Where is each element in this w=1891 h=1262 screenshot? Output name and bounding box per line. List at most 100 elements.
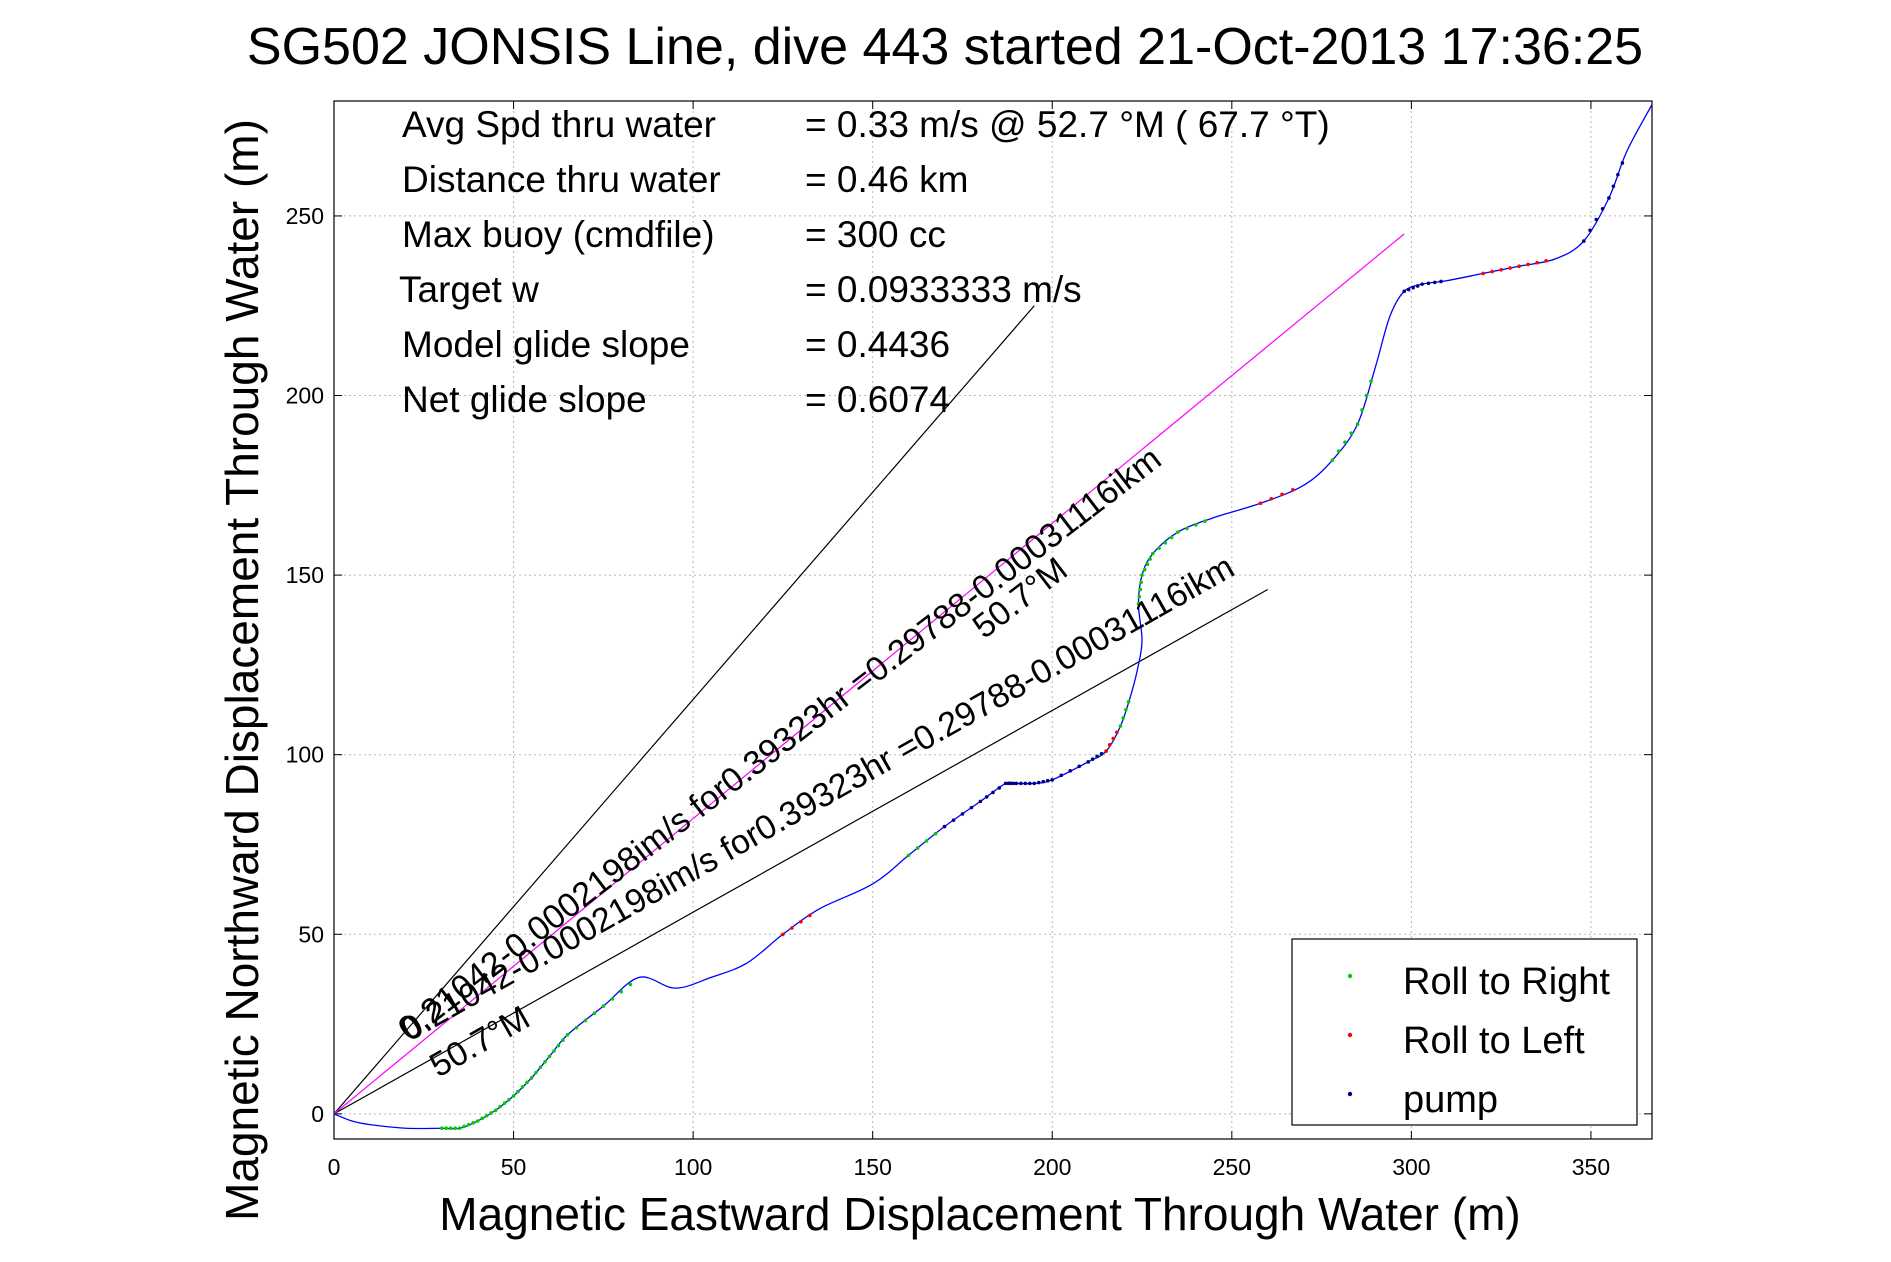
pump-marker bbox=[1019, 781, 1023, 786]
pump-marker bbox=[1009, 781, 1013, 786]
roll-right-marker bbox=[592, 1011, 597, 1016]
axis-ticks: 0 50 100 150 200 250 300 350 0 50 100 150 200 250 bbox=[286, 101, 1652, 1180]
roll-right-marker bbox=[498, 1104, 502, 1109]
pump-marker bbox=[1050, 778, 1055, 782]
pump-marker bbox=[1028, 781, 1032, 786]
y-tick-label: 200 bbox=[286, 383, 324, 409]
pump-marker bbox=[1006, 781, 1011, 786]
pump-marker bbox=[1090, 757, 1095, 761]
roll-right-marker bbox=[538, 1065, 543, 1069]
roll-right-marker bbox=[462, 1124, 466, 1129]
roll-right-marker bbox=[628, 982, 633, 987]
pump-marker bbox=[1426, 281, 1431, 286]
roll-right-marker bbox=[601, 1004, 606, 1008]
roll-right-marker bbox=[915, 846, 920, 850]
roll-right-marker bbox=[507, 1097, 511, 1102]
pump-marker bbox=[997, 786, 1002, 790]
pump-marker bbox=[969, 805, 974, 810]
roll-right-marker bbox=[1137, 594, 1142, 599]
pump-marker bbox=[1439, 279, 1443, 284]
roll-right-marker bbox=[1355, 422, 1360, 427]
roll-right-marker bbox=[489, 1111, 493, 1115]
roll-left-marker bbox=[1499, 268, 1503, 272]
roll-right-marker bbox=[502, 1101, 507, 1105]
roll-right-marker bbox=[1169, 535, 1174, 540]
legend: Roll to Right Roll to Left pump bbox=[1291, 938, 1638, 1126]
pump-marker bbox=[1432, 280, 1437, 285]
pump-marker bbox=[1411, 285, 1415, 290]
roll-right-marker bbox=[552, 1049, 556, 1053]
roll-right-marker bbox=[610, 997, 615, 1001]
roll-right-marker bbox=[1118, 724, 1123, 728]
y-axis-label: Magnetic Northward Displacement Through … bbox=[216, 119, 268, 1221]
pump-marker bbox=[1077, 764, 1081, 769]
roll-right-marker bbox=[480, 1116, 484, 1121]
reference-line bbox=[333, 588, 1269, 1115]
roll-left-marker bbox=[1280, 492, 1284, 497]
pump-marker bbox=[1406, 287, 1411, 292]
pump-marker bbox=[1420, 282, 1424, 286]
roll-right-marker bbox=[1194, 523, 1198, 527]
roll-right-marker bbox=[1136, 602, 1141, 606]
annotations: 0.21042-0.0002198im/s for0.39323hr =0.29… bbox=[391, 440, 1240, 1085]
legend-marker bbox=[1347, 1091, 1353, 1097]
info-label: Distance thru water bbox=[402, 159, 721, 200]
pump-marker bbox=[1011, 781, 1016, 786]
pump-marker bbox=[991, 790, 995, 795]
roll-right-marker bbox=[525, 1080, 529, 1085]
roll-left-marker bbox=[1115, 730, 1119, 735]
legend-label: Roll to Left bbox=[1403, 1020, 1585, 1062]
roll-left-marker bbox=[1269, 496, 1274, 501]
roll-left-marker bbox=[1526, 262, 1530, 267]
info-label: Avg Spd thru water bbox=[402, 104, 716, 145]
x-tick-label: 250 bbox=[1213, 1154, 1251, 1180]
roll-left-marker bbox=[808, 913, 812, 918]
roll-right-marker bbox=[444, 1126, 449, 1131]
pump-marker bbox=[1620, 161, 1625, 165]
info-value: = 0.33 m/s @ 52.7 °M ( 67.7 °T) bbox=[805, 104, 1330, 145]
x-tick-label: 150 bbox=[854, 1154, 892, 1180]
pump-marker bbox=[960, 812, 965, 816]
roll-right-marker bbox=[547, 1054, 552, 1059]
roll-right-marker bbox=[1121, 716, 1125, 720]
roll-right-marker bbox=[1343, 440, 1347, 445]
pump-marker bbox=[1023, 781, 1028, 786]
track-markers bbox=[439, 161, 1625, 1131]
roll-right-marker bbox=[1185, 526, 1189, 531]
roll-right-marker bbox=[475, 1119, 480, 1123]
roll-right-marker bbox=[1369, 379, 1373, 383]
roll-right-marker bbox=[511, 1094, 516, 1098]
roll-right-marker bbox=[565, 1033, 570, 1037]
roll-right-marker bbox=[556, 1043, 561, 1048]
roll-right-marker bbox=[543, 1059, 547, 1064]
x-tick-label: 0 bbox=[328, 1154, 341, 1180]
pump-marker bbox=[1402, 289, 1407, 294]
pump-marker bbox=[1014, 781, 1019, 786]
roll-right-marker bbox=[583, 1018, 588, 1023]
pump-marker bbox=[1600, 206, 1605, 211]
roll-right-marker bbox=[1142, 567, 1147, 572]
info-block: Avg Spd thru water = 0.33 m/s @ 52.7 °M (… bbox=[399, 104, 1330, 420]
roll-right-marker bbox=[1330, 458, 1335, 462]
roll-left-marker bbox=[1481, 271, 1486, 276]
roll-right-marker bbox=[1203, 519, 1207, 524]
roll-right-marker bbox=[1124, 707, 1128, 712]
roll-right-marker bbox=[1176, 530, 1180, 534]
reference-line bbox=[333, 233, 1405, 1115]
y-tick-label: 50 bbox=[298, 921, 324, 947]
roll-left-marker bbox=[790, 926, 794, 930]
info-label: Model glide slope bbox=[402, 324, 690, 365]
pump-marker bbox=[984, 795, 989, 799]
roll-right-marker bbox=[1364, 393, 1369, 398]
pump-marker bbox=[1086, 760, 1090, 764]
x-tick-label: 100 bbox=[674, 1154, 712, 1180]
roll-left-marker bbox=[781, 932, 785, 937]
pump-marker bbox=[1616, 172, 1620, 177]
roll-right-marker bbox=[529, 1076, 534, 1080]
roll-right-marker bbox=[448, 1126, 453, 1131]
roll-right-marker bbox=[1140, 573, 1144, 577]
info-label: Max buoy (cmdfile) bbox=[402, 214, 715, 255]
roll-right-marker bbox=[1139, 580, 1143, 585]
pump-marker bbox=[1036, 780, 1041, 785]
pump-marker bbox=[1607, 196, 1611, 200]
